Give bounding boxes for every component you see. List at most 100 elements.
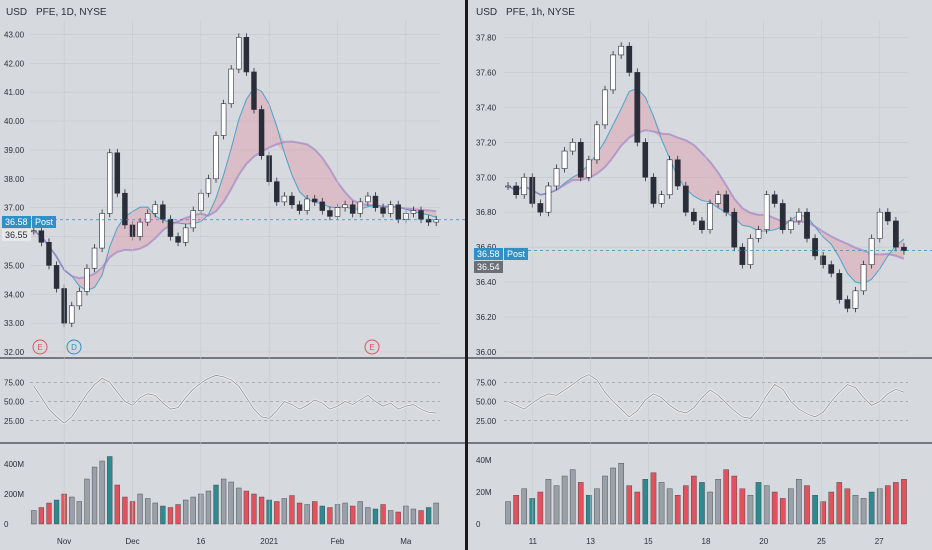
right-price-tick-label: 37.80 xyxy=(476,33,497,42)
left-candle-body xyxy=(425,218,432,223)
left-candle-body xyxy=(433,219,439,223)
left-price-tick-label: 34.00 xyxy=(4,290,25,299)
left-candle-body xyxy=(410,210,417,214)
right-candle-body xyxy=(876,211,883,239)
left-last-price-tag: 36.58 xyxy=(2,216,31,228)
left-volume-bar xyxy=(183,499,189,525)
right-candle-body xyxy=(658,194,665,204)
right-candle-body xyxy=(715,194,722,204)
right-candle-body xyxy=(602,89,608,126)
left-x-tick-label: 16 xyxy=(196,537,205,546)
right-price-tick-label: 37.00 xyxy=(476,173,497,182)
left-volume-bar xyxy=(76,501,82,525)
left-volume-bar xyxy=(312,501,318,525)
left-candle-body xyxy=(53,265,60,289)
left-volume-bar xyxy=(167,507,174,525)
right-volume-bar xyxy=(707,491,713,525)
left-ma-cloud xyxy=(33,87,437,291)
left-post-tag: Post xyxy=(32,216,57,228)
left-candle-body xyxy=(349,204,356,214)
left-x-tick-label: Nov xyxy=(57,537,71,546)
right-chart-pane[interactable]: 37.80 37.60 37.40 37.20 37.00 36.80 36.60 36.40… xyxy=(468,0,932,550)
right-candle-body xyxy=(723,194,730,213)
left-volume-bar xyxy=(304,504,310,525)
left-candle-body xyxy=(365,195,371,203)
left-volume-bar xyxy=(296,502,303,525)
right-chart-svg[interactable]: 37.80 37.60 37.40 37.20 37.00 36.80 36.60 36.40… xyxy=(468,0,932,550)
left-volume-bar xyxy=(160,505,166,525)
left-osc-tick-label: 75.00 xyxy=(4,378,25,387)
left-candle-body xyxy=(304,198,310,211)
right-volume-bar xyxy=(545,479,552,525)
left-x-tick-label: Ma xyxy=(400,537,412,546)
right-volume-bar xyxy=(820,501,826,525)
left-volume-bar xyxy=(31,510,37,525)
left-candle-body xyxy=(236,37,242,70)
right-candle-body xyxy=(828,264,835,274)
left-candle-body xyxy=(251,71,257,110)
left-candle-body xyxy=(91,247,98,269)
left-volume-bar xyxy=(433,502,439,525)
left-event-marker-label: E xyxy=(37,343,42,352)
right-volume-bar xyxy=(642,479,649,525)
right-x-tick-label: 18 xyxy=(702,537,711,546)
right-volume-bar xyxy=(731,475,738,525)
left-candle-body xyxy=(114,152,121,194)
left-candle-body xyxy=(327,210,333,217)
left-x-tick-label: Dec xyxy=(125,537,139,546)
left-price-tick-label: 39.00 xyxy=(4,146,25,155)
right-symbol-title[interactable]: PFE, 1h, NYSE xyxy=(506,7,575,18)
right-volume-bar xyxy=(804,485,810,525)
left-candle-body xyxy=(258,109,265,156)
right-candle-body xyxy=(513,185,520,196)
left-osc-tick-label: 50.00 xyxy=(4,398,25,407)
pane-divider[interactable] xyxy=(465,0,468,550)
left-volume-bar xyxy=(289,495,295,525)
right-post-price-tag: 36.54 xyxy=(474,261,503,273)
right-volume-bar xyxy=(747,495,754,525)
right-volume-bar xyxy=(610,467,616,525)
left-volume-bar xyxy=(251,493,257,525)
right-volume-bar xyxy=(505,501,511,525)
right-volume-bar xyxy=(901,479,907,525)
right-volume-bar xyxy=(561,475,568,525)
left-symbol-title[interactable]: PFE, 1D, NYSE xyxy=(36,7,107,18)
left-candle-body xyxy=(274,181,280,203)
right-candle-body xyxy=(585,159,592,178)
right-candle-body xyxy=(505,185,511,188)
left-volume-bar xyxy=(107,456,113,525)
left-candle-body xyxy=(311,198,318,203)
left-candle-body xyxy=(190,210,196,229)
right-candle-body xyxy=(787,220,794,230)
left-volume-bar xyxy=(395,511,401,525)
right-candle-body xyxy=(594,124,600,161)
left-price-tick-label: 40.00 xyxy=(4,117,25,126)
left-chart-svg[interactable]: 43.0042.0041.0040.0039.0038.0037.0036.00… xyxy=(0,0,466,550)
left-candle-body xyxy=(387,204,394,214)
left-volume-bar xyxy=(274,501,280,525)
left-chart-pane[interactable]: 43.0042.0041.0040.0039.0038.0037.0036.00… xyxy=(0,0,466,550)
left-candle-body xyxy=(418,210,424,220)
left-osc-tick-label: 25.00 xyxy=(4,417,25,426)
right-candle-body xyxy=(521,176,528,196)
left-volume-bar xyxy=(228,481,234,525)
left-volume-bar xyxy=(258,496,265,525)
right-candle-body xyxy=(739,246,746,265)
right-volume-bar xyxy=(844,488,851,525)
right-volume-bar xyxy=(683,485,689,525)
right-volume-bar xyxy=(513,495,519,525)
right-volume-bar xyxy=(828,491,835,525)
left-candle-body xyxy=(46,241,52,266)
right-candle-body xyxy=(626,45,633,73)
left-volume-bar xyxy=(46,502,52,525)
left-price-tick-label: 35.00 xyxy=(4,261,25,270)
right-candle-body xyxy=(763,194,770,230)
left-event-marker-label: E xyxy=(369,343,374,352)
right-candle-body xyxy=(682,185,689,213)
left-candle-body xyxy=(167,218,174,237)
left-volume-bar xyxy=(388,510,394,525)
right-volume-bar xyxy=(586,495,592,525)
left-volume-tick-label: 400M xyxy=(4,460,24,469)
right-candle-body xyxy=(545,185,552,213)
